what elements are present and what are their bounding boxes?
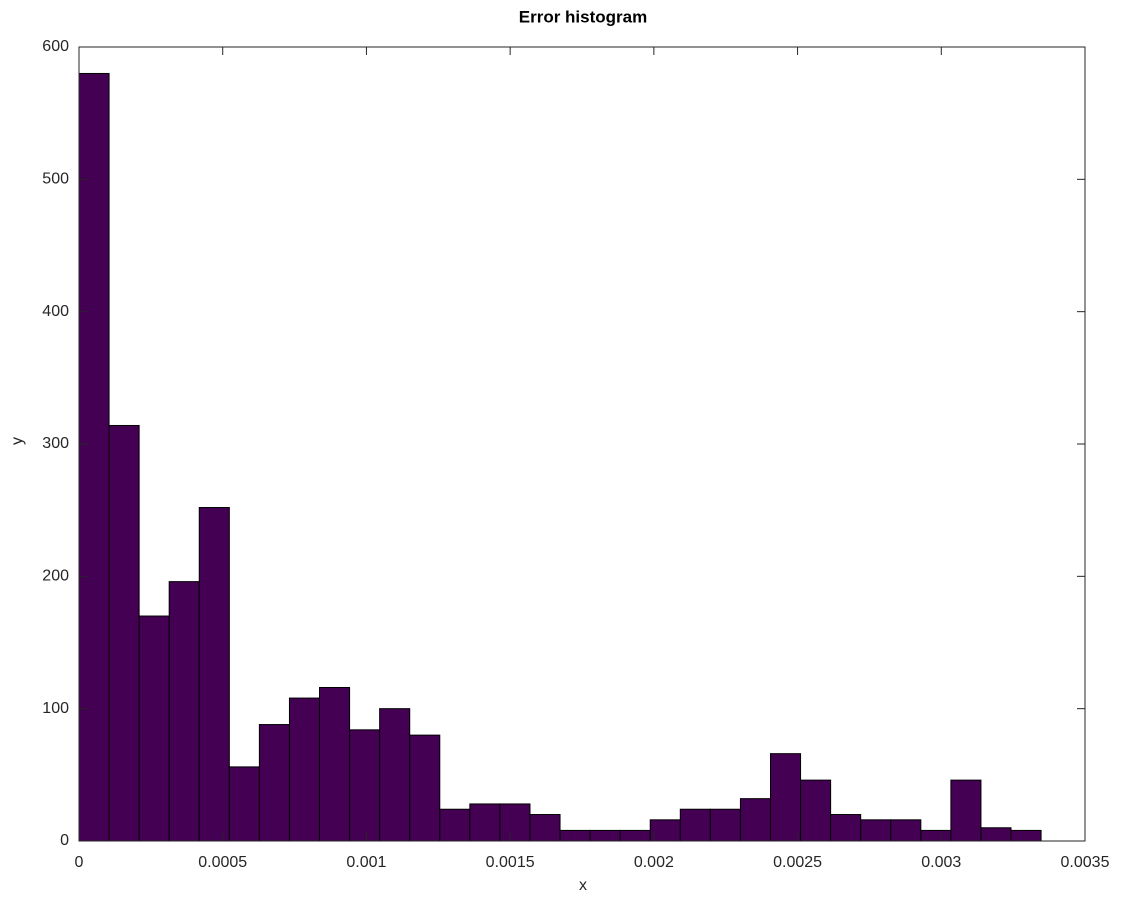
bar <box>1010 829 1042 842</box>
y-tick-label: 400 <box>42 303 69 320</box>
y-tick-label: 600 <box>42 38 69 55</box>
bar <box>950 779 982 842</box>
x-tick-label: 0.001 <box>346 854 386 871</box>
x-axis-label: x <box>579 877 587 894</box>
bar <box>499 803 531 842</box>
bar <box>739 798 771 842</box>
x-tick-label: 0 <box>75 854 84 871</box>
y-tick-label: 500 <box>42 171 69 188</box>
bar <box>860 819 892 842</box>
bar <box>409 734 441 842</box>
bar <box>529 814 561 842</box>
bar <box>679 808 711 842</box>
bar <box>980 827 1012 842</box>
y-tick-label: 300 <box>42 435 69 452</box>
y-tick-label: 200 <box>42 568 69 585</box>
bar <box>78 72 110 842</box>
bar <box>379 708 411 842</box>
bar <box>168 581 200 842</box>
x-tick-label: 0.002 <box>634 854 674 871</box>
bar <box>589 829 621 842</box>
y-axis-label: y <box>9 437 26 445</box>
bar <box>198 507 230 842</box>
plot-frame <box>78 46 1086 842</box>
bar <box>138 615 170 842</box>
x-tick-label: 0.0015 <box>486 854 535 871</box>
bar <box>288 697 321 842</box>
bar <box>559 829 591 842</box>
x-tick-label: 0.003 <box>921 854 961 871</box>
bar <box>108 424 140 842</box>
y-tick-label: 0 <box>60 832 69 849</box>
bar <box>769 753 802 842</box>
bar <box>709 808 741 842</box>
x-tick-label: 0.0035 <box>1061 854 1110 871</box>
bar <box>800 779 832 842</box>
bar <box>258 724 290 842</box>
bar <box>649 819 681 842</box>
bar <box>920 829 952 842</box>
bar <box>830 814 862 842</box>
bar <box>439 808 471 842</box>
bar <box>319 686 351 842</box>
bar <box>619 829 651 842</box>
x-tick-label: 0.0005 <box>198 854 247 871</box>
bar <box>890 819 922 842</box>
bar <box>349 729 381 842</box>
chart-title: Error histogram <box>519 7 647 26</box>
bar <box>469 803 501 842</box>
x-tick-label: 0.0025 <box>773 854 822 871</box>
bar <box>228 766 260 842</box>
y-tick-label: 100 <box>42 700 69 717</box>
